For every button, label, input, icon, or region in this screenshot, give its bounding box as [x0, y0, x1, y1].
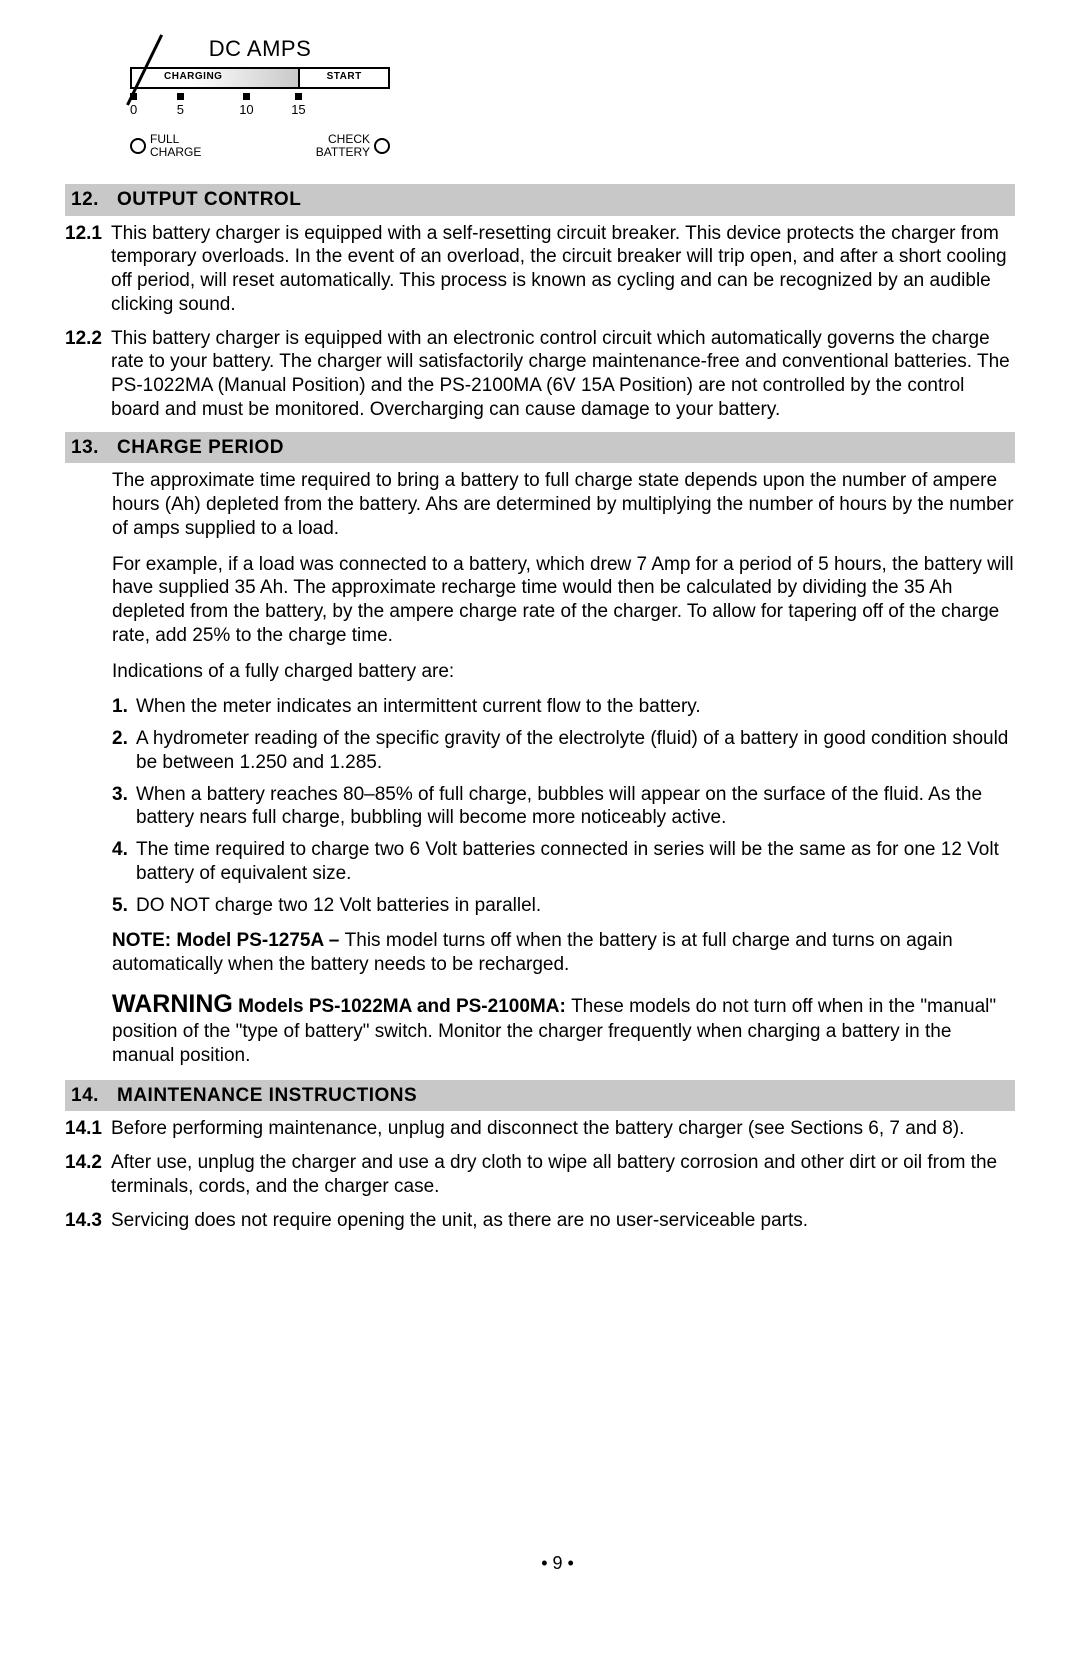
paragraph-14-1: 14.1 Before performing maintenance, unpl… — [65, 1117, 1015, 1141]
section-header-14: 14. MAINTENANCE INSTRUCTIONS — [65, 1080, 1015, 1112]
led-icon — [374, 138, 390, 154]
meter-scale: 0 5 10 15 — [130, 93, 390, 131]
paragraph-12-2: 12.2 This battery charger is equipped wi… — [65, 327, 1015, 422]
paragraph-14-3: 14.3 Servicing does not require opening … — [65, 1209, 1015, 1233]
start-label: START — [327, 71, 362, 84]
scale-tick: 0 — [130, 93, 137, 118]
dc-amps-meter: DC AMPS CHARGING START 0 5 10 15 FULL CH… — [130, 35, 390, 159]
paragraph-12-1: 12.1 This battery charger is equipped wi… — [65, 222, 1015, 317]
section-13-body: The approximate time required to bring a… — [112, 469, 1015, 1067]
meter-bar: CHARGING START — [130, 67, 390, 89]
section-number: 14. — [71, 1084, 103, 1108]
list-item: 1.When the meter indicates an intermitte… — [112, 695, 1015, 719]
warning-block: WARNING Models PS-1022MA and PS-2100MA: … — [112, 989, 1015, 1068]
indication-list: 1.When the meter indicates an intermitte… — [112, 695, 1015, 917]
body-paragraph: Indications of a fully charged battery a… — [112, 660, 1015, 684]
list-item: 2.A hydrometer reading of the specific g… — [112, 727, 1015, 775]
section-title: MAINTENANCE INSTRUCTIONS — [117, 1084, 417, 1108]
list-item: 4.The time required to charge two 6 Volt… — [112, 838, 1015, 886]
section-number: 12. — [71, 188, 103, 212]
list-item: 3.When a battery reaches 80–85% of full … — [112, 783, 1015, 831]
paragraph-14-2: 14.2 After use, unplug the charger and u… — [65, 1151, 1015, 1199]
list-item: 5.DO NOT charge two 12 Volt batteries in… — [112, 894, 1015, 918]
section-title: CHARGE PERIOD — [117, 436, 284, 460]
led-icon — [130, 138, 146, 154]
check-battery-indicator: CHECK BATTERY — [316, 133, 390, 159]
charging-label: CHARGING — [164, 71, 222, 84]
scale-tick: 5 — [177, 93, 184, 118]
body-paragraph: For example, if a load was connected to … — [112, 553, 1015, 648]
body-paragraph: The approximate time required to bring a… — [112, 469, 1015, 540]
note-ps1275a: NOTE: Model PS-1275A – This model turns … — [112, 929, 1015, 977]
meter-title: DC AMPS — [130, 35, 390, 63]
full-charge-indicator: FULL CHARGE — [130, 133, 201, 159]
meter-indicators: FULL CHARGE CHECK BATTERY — [130, 133, 390, 159]
section-header-12: 12. OUTPUT CONTROL — [65, 184, 1015, 216]
section-header-13: 13. CHARGE PERIOD — [65, 432, 1015, 464]
meter-start-zone: START — [298, 69, 388, 87]
scale-tick: 15 — [291, 93, 305, 118]
page-number: • 9 • — [100, 1552, 1015, 1575]
section-number: 13. — [71, 436, 103, 460]
meter-charging-zone: CHARGING — [132, 69, 298, 87]
section-title: OUTPUT CONTROL — [117, 188, 301, 212]
scale-tick: 10 — [239, 93, 253, 118]
